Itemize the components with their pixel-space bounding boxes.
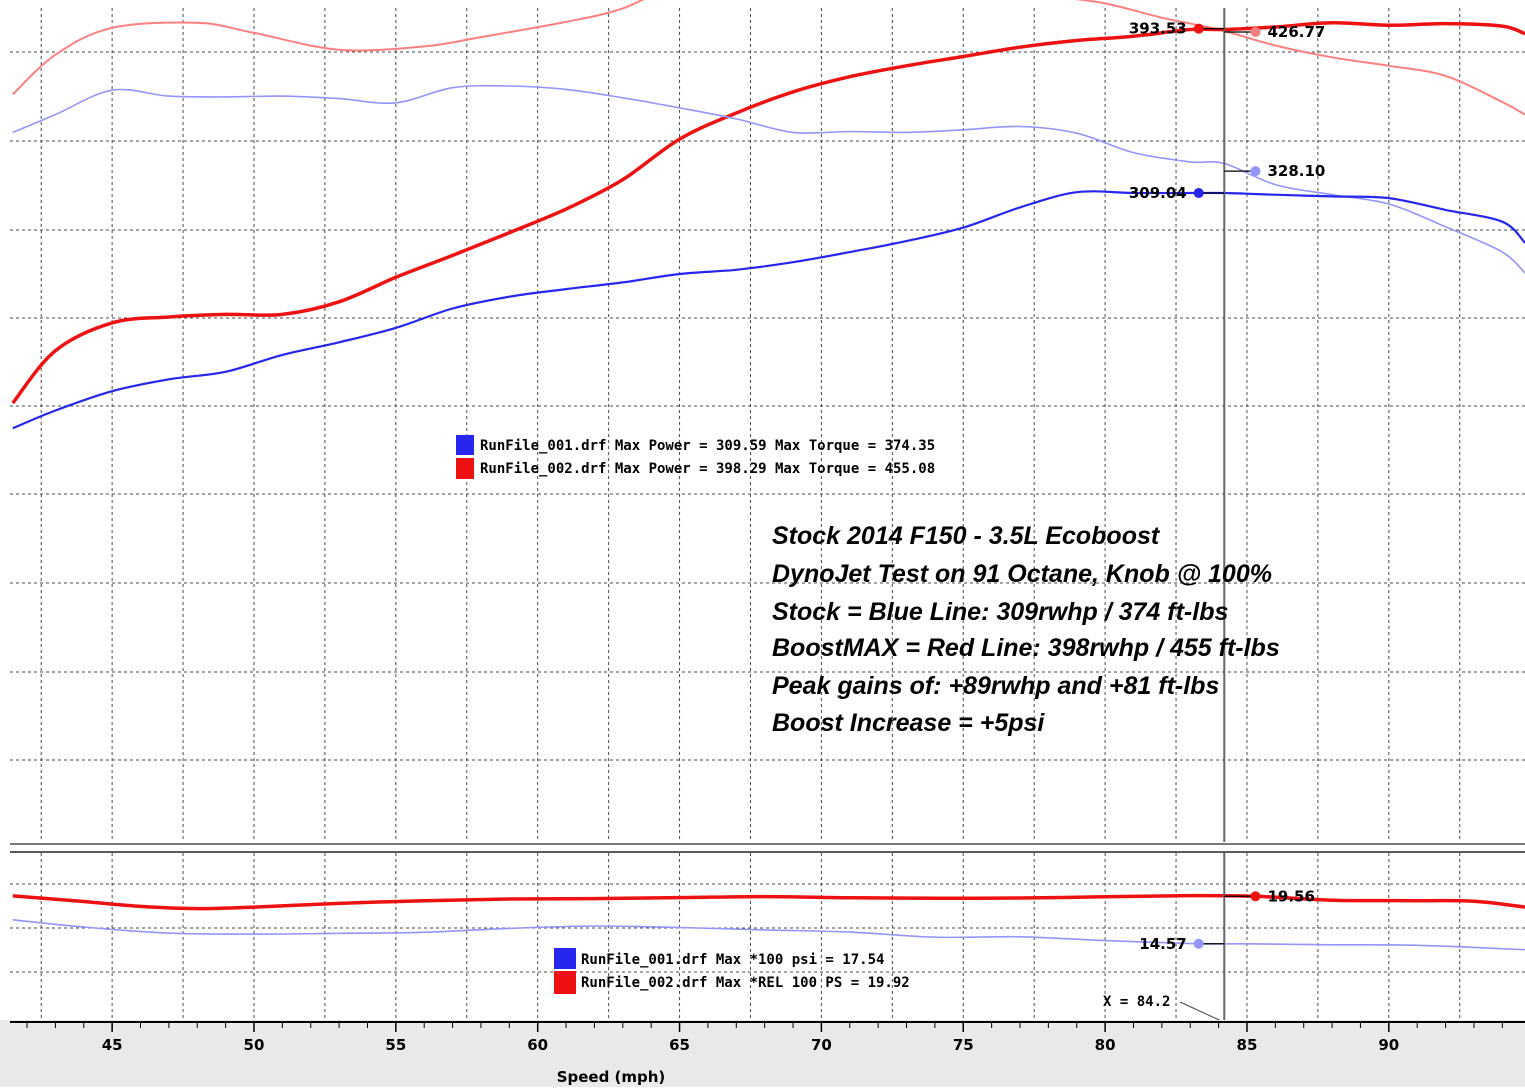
series-line-red-torque [12, 0, 1525, 116]
series-line-red-power [11, 21, 1525, 405]
legend-swatch-runfile-002 [456, 458, 474, 479]
marker-value-label: 19.56 [1267, 887, 1314, 905]
legend-swatch-red-boost [554, 971, 576, 994]
marker-value-label: 14.57 [1139, 935, 1186, 953]
marker-value-label: 309.04 [1129, 184, 1187, 202]
cursor-x-readout: X = 84.2 [1103, 994, 1170, 1010]
x-tick-label: 80 [1095, 1036, 1116, 1054]
legend-entry-runfile-002-boost: RunFile_002.drf Max *REL 100 PS = 19.92 [581, 975, 910, 991]
legend-power-torque: RunFile_001.drf Max Power = 309.59 Max T… [456, 435, 935, 479]
marker-value-label: 426.77 [1267, 23, 1325, 41]
marker-value-label: 393.53 [1129, 20, 1187, 38]
top-panel-grid [10, 8, 1525, 842]
x-axis-band [0, 1020, 1525, 1087]
annotation-line-4: BoostMAX = Red Line: 398rwhp / 455 ft-lb… [772, 634, 1280, 662]
x-tick-label: 45 [102, 1036, 123, 1054]
marker-point-blue-boost [1193, 938, 1204, 949]
marker-point-blue-power [1193, 188, 1204, 199]
x-tick-label: 70 [811, 1036, 832, 1054]
legend-swatch-red [456, 458, 474, 479]
cursor-readout: X = 84.2 [1103, 994, 1229, 1025]
annotation-line-1: Stock 2014 F150 - 3.5L Ecoboost [772, 522, 1161, 550]
series-line-red-boost [12, 893, 1525, 911]
series-line-blue-power [12, 190, 1525, 430]
annotation-block: Stock 2014 F150 - 3.5L Ecoboost DynoJet … [772, 522, 1280, 737]
annotation-line-2: DynoJet Test on 91 Octane, Knob @ 100% [772, 560, 1272, 588]
x-tick-label: 60 [527, 1036, 548, 1054]
bottom-panel-series [12, 893, 1525, 951]
marker-point-blue-torque [1250, 166, 1261, 177]
bottom-panel-grid [10, 853, 1525, 1020]
top-panel-series [11, 0, 1525, 430]
x-tick-label: 90 [1378, 1036, 1399, 1054]
series-line-blue-torque [12, 84, 1525, 274]
x-axis-title: Speed (mph) [557, 1068, 666, 1086]
marker-value-label: 328.10 [1267, 162, 1325, 180]
marker-point-red-boost [1250, 891, 1261, 902]
annotation-line-5: Peak gains of: +89rwhp and +81 ft-lbs [772, 672, 1219, 700]
series-line-blue-boost [12, 919, 1525, 951]
x-axis: 45 50 55 60 65 70 75 80 85 90 [26, 1022, 1503, 1054]
marker-point-red-power [1193, 23, 1204, 34]
x-tick-label: 50 [244, 1036, 265, 1054]
legend-swatch-blue-boost [554, 948, 576, 969]
legend-swatch-blue [456, 435, 474, 455]
legend-entry-runfile-001: RunFile_001.drf Max Power = 309.59 Max T… [480, 438, 935, 454]
x-tick-label: 55 [385, 1036, 406, 1054]
marker-point-red-torque [1250, 27, 1261, 38]
legend-swatch-runfile-001 [456, 435, 474, 455]
x-tick-label: 75 [953, 1036, 974, 1054]
x-tick-label: 65 [669, 1036, 690, 1054]
annotation-line-6: Boost Increase = +5psi [772, 709, 1045, 737]
legend-boost: RunFile_001.drf Max *100 psi = 17.54 Run… [554, 948, 910, 994]
x-tick-label: 85 [1237, 1036, 1258, 1054]
legend-entry-runfile-001-boost: RunFile_001.drf Max *100 psi = 17.54 [581, 952, 884, 968]
annotation-line-3: Stock = Blue Line: 309rwhp / 374 ft-lbs [772, 598, 1228, 626]
panel-divider [10, 843, 1525, 853]
legend-entry-runfile-002: RunFile_002.drf Max Power = 398.29 Max T… [480, 461, 935, 477]
value-markers: 426.77 393.53 328.10 309.04 19.56 14.57 [1129, 20, 1326, 953]
